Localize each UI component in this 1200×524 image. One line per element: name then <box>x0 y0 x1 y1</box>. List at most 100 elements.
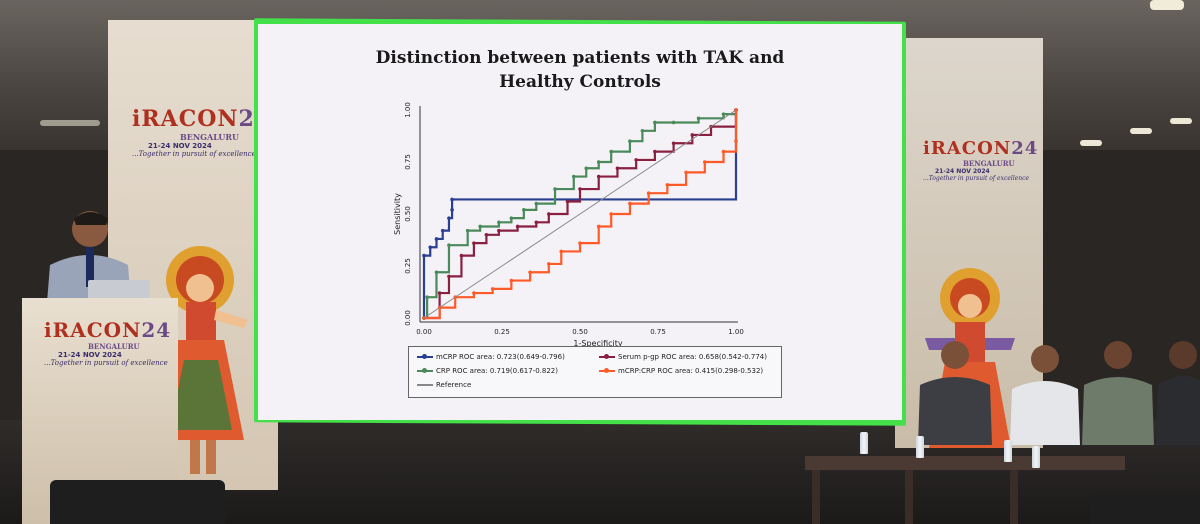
panel-table <box>805 456 1125 470</box>
table-leg <box>905 470 913 524</box>
legend-label: Reference <box>436 381 472 389</box>
series-point-1 <box>447 243 451 247</box>
series-group <box>422 108 738 320</box>
series-line-4 <box>423 109 737 319</box>
slide-title-line1: Distinction between patients with TAK an… <box>375 48 785 68</box>
x-tick-label: 1.00 <box>728 328 744 336</box>
ceiling-light <box>1150 0 1184 10</box>
series-line-1 <box>424 110 738 320</box>
series-point-1 <box>696 116 701 121</box>
series-point-1 <box>640 129 645 133</box>
series-point-3 <box>734 139 738 143</box>
water-bottle <box>1032 446 1040 468</box>
logo-city-text: BENGALURU <box>180 132 239 142</box>
series-point-2 <box>690 133 695 137</box>
series-point-3 <box>609 212 613 216</box>
series-point-3 <box>547 262 551 266</box>
x-tick-label: 0.75 <box>650 328 666 336</box>
water-bottle <box>916 436 924 458</box>
series-point-2 <box>615 166 620 171</box>
ceiling-light <box>40 120 100 126</box>
logo-brand-text: iRACON <box>132 106 239 132</box>
y-tick-label: 0.00 <box>404 310 412 326</box>
series-point-2 <box>437 291 442 295</box>
x-tick-group: 0.00 0.25 0.50 0.75 1.00 <box>416 328 744 336</box>
series-point-2 <box>596 174 601 179</box>
series-point-3 <box>596 224 601 229</box>
slide-title: Distinction between patients with TAK an… <box>258 46 902 94</box>
logo-date-text: 21-24 NOV 2024 <box>58 351 122 359</box>
series-point-0 <box>434 237 439 241</box>
legend-item-mcrp: mCRP ROC area: 0.723(0.649-0.796) <box>417 353 565 361</box>
logo-tagline-text: ...Together in pursuit of excellence <box>923 175 1030 182</box>
series-point-3 <box>578 241 582 245</box>
series-point-0 <box>450 208 454 212</box>
series-point-1 <box>425 295 429 300</box>
series-point-2 <box>459 253 464 258</box>
panelists <box>918 341 1200 445</box>
x-axis-label: 1-Specificity <box>573 339 622 348</box>
roc-chart: 0.00 0.25 0.50 0.75 1.00 0.00 0.25 0.50 0.75 1.0… <box>393 102 744 348</box>
logo-brand-text: iRACON <box>923 138 1012 159</box>
series-point-3 <box>472 291 476 295</box>
series-point-1 <box>628 139 632 143</box>
series-point-1 <box>584 166 589 171</box>
projection-screen: Distinction between patients with TAK an… <box>258 24 902 420</box>
series-point-2 <box>447 274 451 279</box>
series-point-2 <box>534 220 539 225</box>
series-point-2 <box>547 212 551 216</box>
panelist <box>1156 341 1200 445</box>
series-point-2 <box>578 187 582 191</box>
water-bottle <box>860 432 868 454</box>
panelist <box>918 341 992 445</box>
series-point-2 <box>515 224 520 229</box>
legend-label: mCRP ROC area: 0.723(0.649-0.796) <box>436 353 565 361</box>
event-logo: iRACON24 BENGALURU 21-24 NOV 2024 ...Tog… <box>132 106 271 158</box>
laptop <box>88 280 150 302</box>
series-point-1 <box>609 149 613 154</box>
series-point-0 <box>450 197 454 202</box>
series-point-1 <box>553 187 557 191</box>
series-point-3 <box>490 287 495 291</box>
chart-legend: mCRP ROC area: 0.723(0.649-0.796) CRP RO… <box>408 346 782 398</box>
series-point-2 <box>497 228 501 233</box>
table-leg <box>812 470 820 524</box>
series-point-1 <box>721 112 726 116</box>
series-point-1 <box>434 270 439 275</box>
legend-swatch <box>417 354 433 359</box>
logo-year-text: 24 <box>1011 138 1039 159</box>
podium-logo: iRACON24 BENGALURU 21-24 NOV 2024 ...Tog… <box>44 318 171 367</box>
series-point-2 <box>671 141 676 146</box>
legend-label: mCRP:CRP ROC area: 0.415(0.298-0.532) <box>618 367 764 375</box>
series-point-1 <box>534 201 539 206</box>
logo-tagline-text: ...Together in pursuit of excellence <box>44 359 168 367</box>
series-point-2 <box>634 158 638 162</box>
series-point-1 <box>596 160 601 164</box>
series-point-3 <box>665 183 670 187</box>
series-line-2 <box>424 110 738 320</box>
y-tick-label: 0.50 <box>404 206 412 222</box>
series-point-3 <box>684 170 688 175</box>
series-point-2 <box>484 233 489 237</box>
legend-swatch <box>417 368 433 373</box>
legend-item-pgp: Serum p-gp ROC area: 0.658(0.542-0.774) <box>599 353 767 361</box>
legend-swatch <box>417 384 433 386</box>
series-point-2 <box>472 241 476 245</box>
x-tick-label: 0.00 <box>416 328 432 336</box>
series-point-1 <box>653 120 657 125</box>
logo-city-text: BENGALURU <box>963 159 1015 168</box>
dancer-illustration <box>162 246 248 474</box>
series-point-1 <box>497 220 501 225</box>
stage-monitor-speaker <box>50 480 225 524</box>
y-tick-group: 0.00 0.25 0.50 0.75 1.00 <box>404 102 412 326</box>
ceiling-light <box>1130 128 1152 134</box>
logo-date-text: 21-24 NOV 2024 <box>935 168 990 175</box>
series-point-1 <box>522 208 526 212</box>
series-point-1 <box>478 224 482 229</box>
series-point-0 <box>440 228 445 233</box>
series-point-0 <box>428 245 433 250</box>
legend-item-ratio: mCRP:CRP ROC area: 0.415(0.298-0.532) <box>599 367 763 375</box>
legend-label: CRP ROC area: 0.719(0.617-0.822) <box>436 367 558 375</box>
legend-item-reference: Reference <box>417 381 471 389</box>
y-tick-label: 1.00 <box>404 102 412 118</box>
